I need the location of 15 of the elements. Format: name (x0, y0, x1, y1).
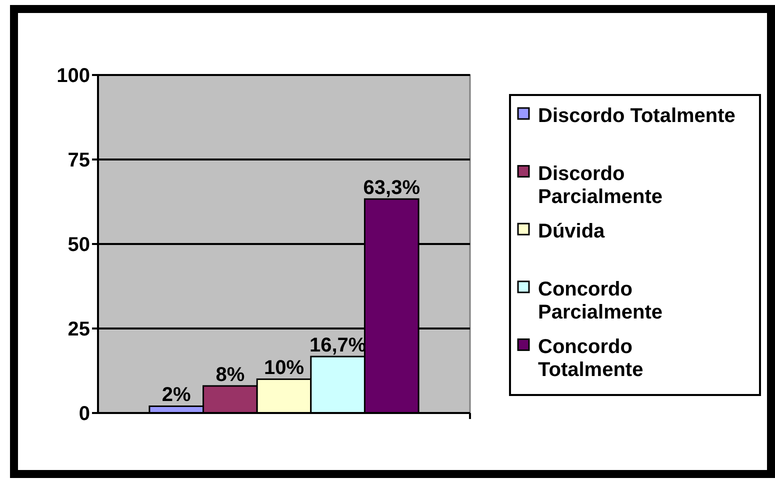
data-label: 8% (216, 364, 245, 386)
data-label: 2% (162, 384, 192, 406)
y-tick-label: 25 (68, 318, 90, 341)
legend-label: Concordo Parcialmente (538, 278, 663, 324)
legend-label: Concordo Totalmente (538, 336, 644, 382)
y-tick-label: 50 (68, 234, 90, 256)
y-tick-label: 75 (68, 150, 90, 172)
data-label: 63,3% (363, 177, 420, 200)
data-label: 16,7% (309, 334, 366, 357)
legend-label: Discordo Totalmente (538, 105, 736, 127)
y-tick-label: 100 (56, 65, 90, 88)
y-tick-label: 0 (78, 403, 90, 426)
legend-label: Discordo Parcialmente (538, 162, 663, 208)
data-label: 10% (264, 357, 304, 380)
legend-label: Dúvida (538, 220, 606, 243)
